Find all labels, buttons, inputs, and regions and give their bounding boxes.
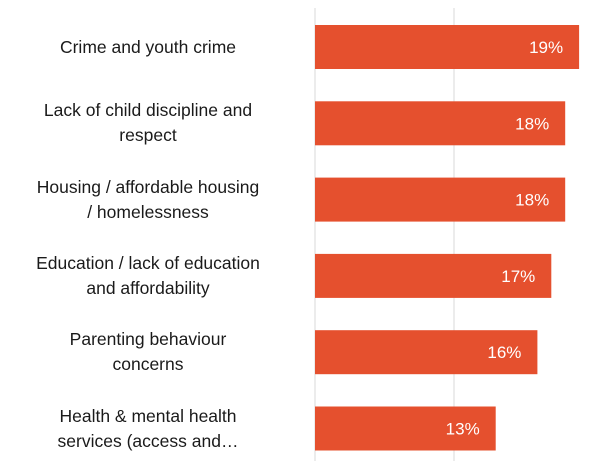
bar-4 — [315, 330, 538, 375]
category-label-line: Crime and youth crime — [59, 36, 237, 57]
bar-5 — [315, 406, 496, 451]
category-label-line: Lack of child discipline and — [43, 100, 253, 121]
bar-value-label-2: 18% — [515, 191, 549, 210]
bar-value-label-3: 17% — [501, 267, 535, 286]
category-label-line: and affordability — [86, 277, 210, 298]
category-label-5: Health & mental health services (access a… — [2, 404, 294, 454]
category-label-line: Parenting behaviour — [69, 329, 227, 350]
bar-value-label-0: 19% — [529, 38, 563, 57]
bar-value-label-5: 13% — [446, 420, 480, 439]
bar-value-label-1: 18% — [515, 114, 549, 133]
bar-2 — [315, 177, 566, 222]
category-label-2: Housing / affordable housing / homelessne… — [2, 175, 294, 225]
category-label-line: / homelessness — [87, 201, 209, 222]
category-label-line: Health & mental health — [59, 405, 237, 426]
category-label-line: concerns — [112, 354, 184, 375]
category-label-line: Housing / affordable housing — [36, 176, 260, 197]
bar-value-label-4: 16% — [487, 343, 521, 362]
bar-0 — [315, 25, 580, 69]
bar-1 — [315, 101, 566, 146]
category-label-3: Education / lack of education and afforda… — [2, 251, 294, 301]
category-label-0: Crime and youth crime — [2, 35, 294, 60]
category-label-4: Parenting behaviour concerns — [2, 327, 294, 377]
category-label-line: services (access and… — [57, 430, 239, 451]
bar-3 — [315, 253, 552, 298]
category-label-1: Lack of child discipline and respect — [2, 98, 294, 148]
category-label-line: Education / lack of education — [36, 252, 260, 273]
category-label-line: respect — [119, 125, 177, 146]
